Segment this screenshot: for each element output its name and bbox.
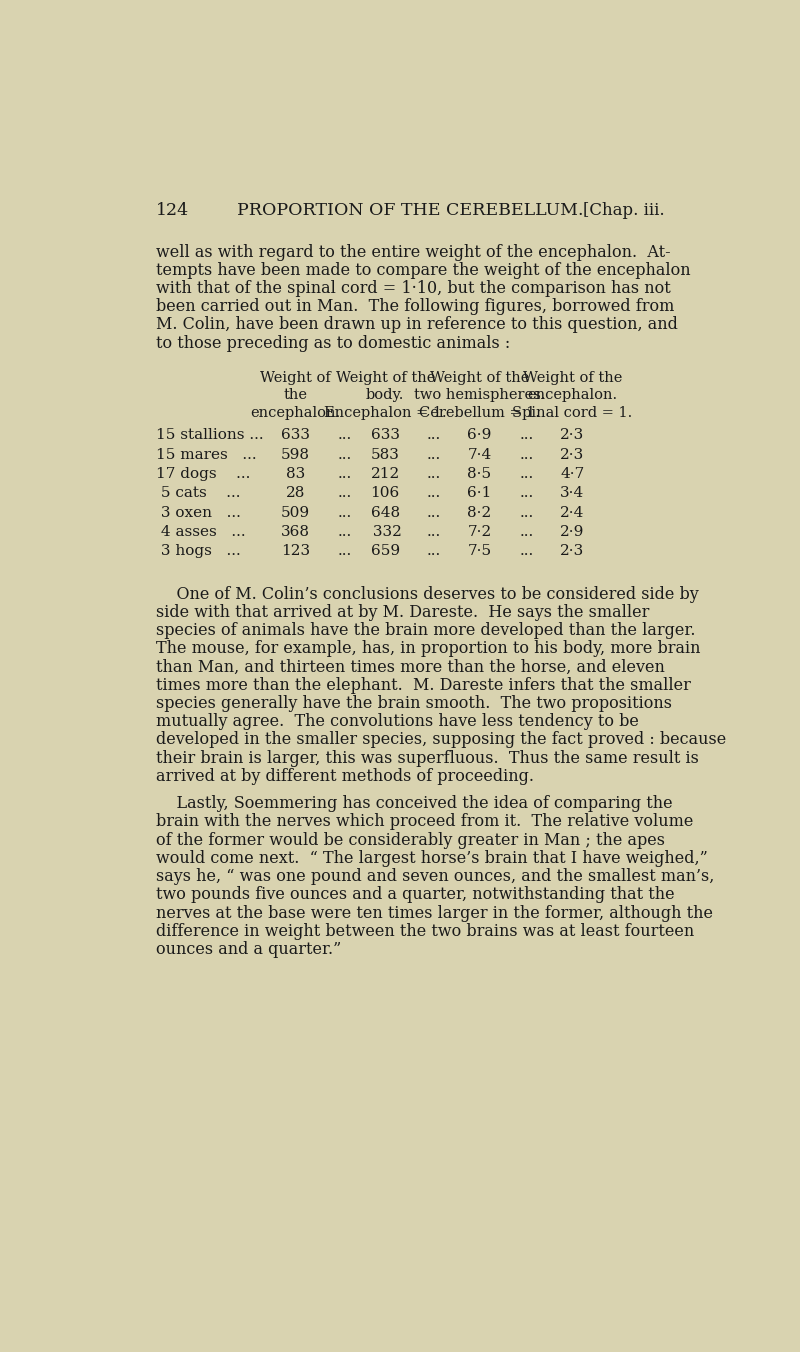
- Text: 83: 83: [286, 466, 305, 481]
- Text: body.: body.: [366, 388, 404, 403]
- Text: the: the: [283, 388, 307, 403]
- Text: M. Colin, have been drawn up in reference to this question, and: M. Colin, have been drawn up in referenc…: [156, 316, 678, 334]
- Text: 659: 659: [370, 545, 400, 558]
- Text: Spinal cord = 1.: Spinal cord = 1.: [512, 406, 633, 419]
- Text: ...: ...: [338, 506, 352, 519]
- Text: 332: 332: [368, 525, 402, 539]
- Text: ...: ...: [426, 545, 441, 558]
- Text: ...: ...: [519, 545, 534, 558]
- Text: with that of the spinal cord = 1·10, but the comparison has not: with that of the spinal cord = 1·10, but…: [156, 280, 670, 297]
- Text: 7·5: 7·5: [467, 545, 491, 558]
- Text: 583: 583: [370, 448, 400, 461]
- Text: encephalon.: encephalon.: [250, 406, 340, 419]
- Text: 7·2: 7·2: [467, 525, 491, 539]
- Text: Weight of the: Weight of the: [335, 370, 435, 385]
- Text: 124: 124: [156, 203, 189, 219]
- Text: ounces and a quarter.”: ounces and a quarter.”: [156, 941, 341, 959]
- Text: Weight of the: Weight of the: [430, 370, 529, 385]
- Text: One of M. Colin’s conclusions deserves to be considered side by: One of M. Colin’s conclusions deserves t…: [156, 585, 698, 603]
- Text: 4·7: 4·7: [560, 466, 585, 481]
- Text: ...: ...: [519, 525, 534, 539]
- Text: ...: ...: [338, 545, 352, 558]
- Text: 106: 106: [370, 487, 400, 500]
- Text: 6·1: 6·1: [467, 487, 492, 500]
- Text: ...: ...: [338, 448, 352, 461]
- Text: would come next.  “ The largest horse’s brain that I have weighed,”: would come next. “ The largest horse’s b…: [156, 850, 707, 867]
- Text: developed in the smaller species, supposing the fact proved : because: developed in the smaller species, suppos…: [156, 731, 726, 749]
- Text: been carried out in Man.  The following figures, borrowed from: been carried out in Man. The following f…: [156, 299, 674, 315]
- Text: 368: 368: [281, 525, 310, 539]
- Text: ...: ...: [519, 506, 534, 519]
- Text: ...: ...: [338, 429, 352, 442]
- Text: nerves at the base were ten times larger in the former, although the: nerves at the base were ten times larger…: [156, 904, 713, 922]
- Text: ...: ...: [426, 466, 441, 481]
- Text: ...: ...: [338, 466, 352, 481]
- Text: to those preceding as to domestic animals :: to those preceding as to domestic animal…: [156, 334, 510, 352]
- Text: 3·4: 3·4: [560, 487, 585, 500]
- Text: 2·9: 2·9: [560, 525, 585, 539]
- Text: 633: 633: [370, 429, 400, 442]
- Text: 15 mares   ...: 15 mares ...: [156, 448, 257, 461]
- Text: brain with the nerves which proceed from it.  The relative volume: brain with the nerves which proceed from…: [156, 814, 693, 830]
- Text: than Man, and thirteen times more than the horse, and eleven: than Man, and thirteen times more than t…: [156, 658, 665, 676]
- Text: ...: ...: [426, 448, 441, 461]
- Text: difference in weight between the two brains was at least fourteen: difference in weight between the two bra…: [156, 922, 694, 940]
- Text: 2·3: 2·3: [560, 545, 585, 558]
- Text: tempts have been made to compare the weight of the encephalon: tempts have been made to compare the wei…: [156, 262, 690, 279]
- Text: side with that arrived at by M. Dareste.  He says the smaller: side with that arrived at by M. Dareste.…: [156, 604, 649, 621]
- Text: Encephalon = 1.: Encephalon = 1.: [324, 406, 446, 419]
- Text: two pounds five ounces and a quarter, notwithstanding that the: two pounds five ounces and a quarter, no…: [156, 887, 674, 903]
- Text: mutually agree.  The convolutions have less tendency to be: mutually agree. The convolutions have le…: [156, 714, 638, 730]
- Text: [Chap. iii.: [Chap. iii.: [582, 203, 664, 219]
- Text: 3 hogs   ...: 3 hogs ...: [156, 545, 241, 558]
- Text: 509: 509: [281, 506, 310, 519]
- Text: 633: 633: [281, 429, 310, 442]
- Text: encephalon.: encephalon.: [527, 388, 618, 403]
- Text: 28: 28: [286, 487, 305, 500]
- Text: 212: 212: [370, 466, 400, 481]
- Text: ...: ...: [426, 429, 441, 442]
- Text: 8·5: 8·5: [467, 466, 491, 481]
- Text: 8·2: 8·2: [467, 506, 491, 519]
- Text: 2·3: 2·3: [560, 429, 585, 442]
- Text: 4 asses   ...: 4 asses ...: [156, 525, 246, 539]
- Text: two hemispheres.: two hemispheres.: [414, 388, 545, 403]
- Text: Cerebellum = 1.: Cerebellum = 1.: [419, 406, 540, 419]
- Text: arrived at by different methods of proceeding.: arrived at by different methods of proce…: [156, 768, 534, 786]
- Text: 3 oxen   ...: 3 oxen ...: [156, 506, 241, 519]
- Text: species generally have the brain smooth.  The two propositions: species generally have the brain smooth.…: [156, 695, 672, 713]
- Text: The mouse, for example, has, in proportion to his body, more brain: The mouse, for example, has, in proporti…: [156, 641, 700, 657]
- Text: 6·9: 6·9: [467, 429, 492, 442]
- Text: Weight of: Weight of: [260, 370, 330, 385]
- Text: well as with regard to the entire weight of the encephalon.  At-: well as with regard to the entire weight…: [156, 243, 670, 261]
- Text: ...: ...: [426, 487, 441, 500]
- Text: 648: 648: [370, 506, 400, 519]
- Text: ...: ...: [519, 429, 534, 442]
- Text: 598: 598: [281, 448, 310, 461]
- Text: 123: 123: [281, 545, 310, 558]
- Text: says he, “ was one pound and seven ounces, and the smallest man’s,: says he, “ was one pound and seven ounce…: [156, 868, 714, 886]
- Text: 15 stallions ...: 15 stallions ...: [156, 429, 263, 442]
- Text: 7·4: 7·4: [467, 448, 491, 461]
- Text: ...: ...: [426, 525, 441, 539]
- Text: Weight of the: Weight of the: [522, 370, 622, 385]
- Text: ...: ...: [338, 525, 352, 539]
- Text: 2·3: 2·3: [560, 448, 585, 461]
- Text: PROPORTION OF THE CEREBELLUM.: PROPORTION OF THE CEREBELLUM.: [237, 203, 583, 219]
- Text: times more than the elephant.  M. Dareste infers that the smaller: times more than the elephant. M. Dareste…: [156, 677, 690, 694]
- Text: ...: ...: [519, 448, 534, 461]
- Text: ...: ...: [338, 487, 352, 500]
- Text: Lastly, Soemmering has conceived the idea of comparing the: Lastly, Soemmering has conceived the ide…: [156, 795, 673, 813]
- Text: ...: ...: [519, 487, 534, 500]
- Text: species of animals have the brain more developed than the larger.: species of animals have the brain more d…: [156, 622, 695, 639]
- Text: their brain is larger, this was superfluous.  Thus the same result is: their brain is larger, this was superflu…: [156, 749, 698, 767]
- Text: of the former would be considerably greater in Man ; the apes: of the former would be considerably grea…: [156, 831, 665, 849]
- Text: ...: ...: [426, 506, 441, 519]
- Text: ...: ...: [519, 466, 534, 481]
- Text: 2·4: 2·4: [560, 506, 585, 519]
- Text: 5 cats    ...: 5 cats ...: [156, 487, 240, 500]
- Text: 17 dogs    ...: 17 dogs ...: [156, 466, 250, 481]
